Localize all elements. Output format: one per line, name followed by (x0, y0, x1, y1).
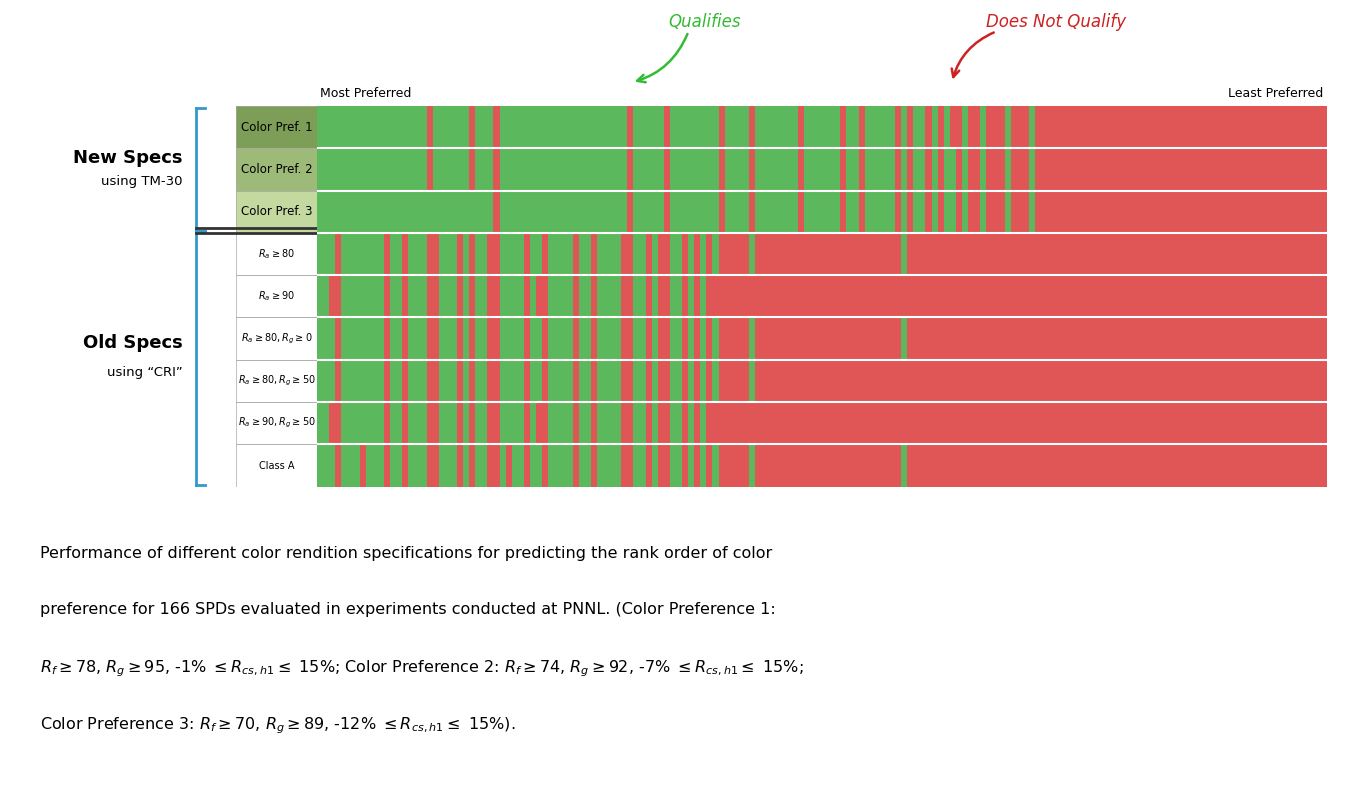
Text: Class A: Class A (259, 461, 294, 470)
Text: Color Pref. 3: Color Pref. 3 (242, 205, 312, 218)
Bar (236, 402, 317, 444)
Text: Performance of different color rendition specifications for predicting the rank : Performance of different color rendition… (40, 546, 772, 560)
Text: Color Pref. 1: Color Pref. 1 (240, 121, 313, 133)
Bar (236, 233, 317, 276)
Text: $R_a \geq 80, R_g \geq 0$: $R_a \geq 80, R_g \geq 0$ (242, 331, 312, 346)
Text: Does Not Qualify: Does Not Qualify (986, 13, 1126, 31)
Text: using “CRI”: using “CRI” (107, 366, 182, 379)
Bar (236, 276, 317, 317)
Text: using TM-30: using TM-30 (101, 175, 182, 188)
Bar (236, 148, 317, 191)
Text: Color Preference 3: $R_f \geq 70$, $R_g \geq 89$, -12% $\leq R_{cs,h1} \leq$ 15%: Color Preference 3: $R_f \geq 70$, $R_g … (40, 715, 516, 736)
Text: $R_a \geq 90$: $R_a \geq 90$ (258, 290, 296, 303)
Bar (236, 360, 317, 402)
Text: Least Preferred: Least Preferred (1227, 86, 1323, 100)
Text: $R_a \geq 90, R_g \geq 50$: $R_a \geq 90, R_g \geq 50$ (238, 416, 316, 430)
FancyArrowPatch shape (637, 34, 687, 82)
Text: Old Specs: Old Specs (84, 334, 182, 352)
Text: $R_f \geq 78$, $R_g \geq 95$, -1% $\leq R_{cs,h1} \leq$ 15%; Color Preference 2:: $R_f \geq 78$, $R_g \geq 95$, -1% $\leq … (40, 659, 805, 679)
Bar (236, 191, 317, 233)
Text: preference for 166 SPDs evaluated in experiments conducted at PNNL. (Color Prefe: preference for 166 SPDs evaluated in exp… (40, 602, 776, 617)
Text: $R_a \geq 80, R_g \geq 50$: $R_a \geq 80, R_g \geq 50$ (238, 374, 316, 388)
Text: Most Preferred: Most Preferred (320, 86, 412, 100)
Text: $R_a \geq 80$: $R_a \geq 80$ (258, 247, 296, 261)
Bar (236, 191, 317, 233)
Text: Color Pref. 2: Color Pref. 2 (240, 163, 313, 176)
Bar (236, 444, 317, 487)
FancyArrowPatch shape (952, 32, 994, 77)
Bar (236, 148, 317, 191)
Bar (236, 317, 317, 360)
Text: Qualifies: Qualifies (668, 13, 741, 31)
Text: New Specs: New Specs (73, 148, 182, 166)
Bar (236, 106, 317, 148)
Bar (236, 106, 317, 148)
